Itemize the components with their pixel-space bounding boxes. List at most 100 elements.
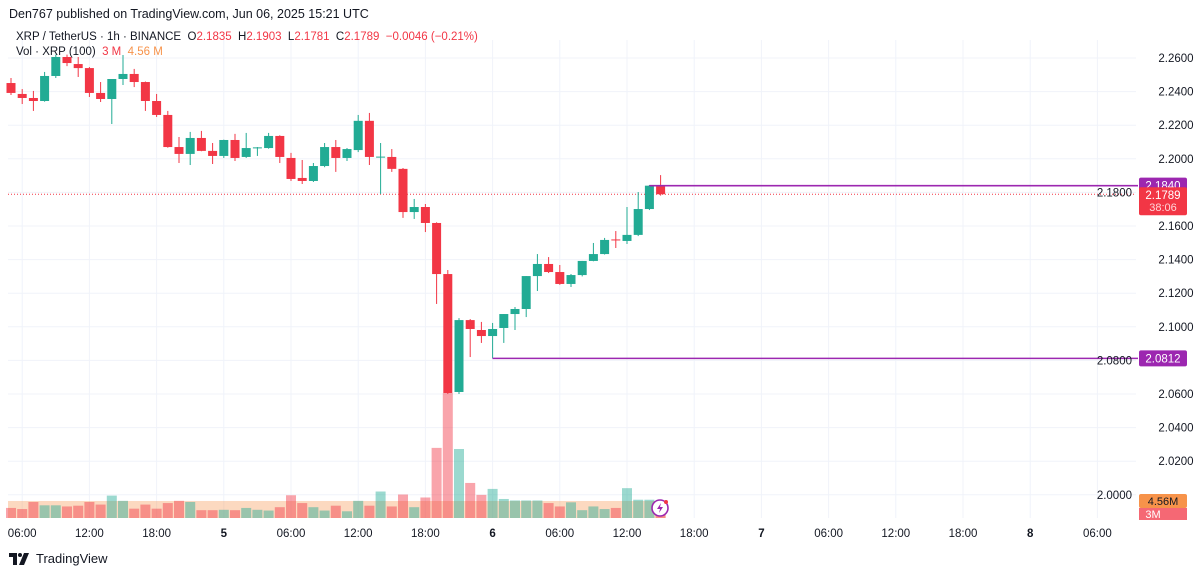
price-axis-label: 2.1600 [1158, 221, 1193, 233]
volume-bar [319, 510, 330, 518]
candle [140, 81, 150, 111]
candle [443, 270, 453, 394]
volume-bar [487, 488, 498, 518]
candle-body [96, 92, 106, 99]
candle-body [264, 135, 274, 149]
volume-bar [364, 505, 375, 518]
candle [476, 321, 486, 343]
time-axis-label: 5 [221, 528, 228, 540]
candle [185, 131, 195, 166]
candle [611, 231, 621, 249]
candle [532, 254, 542, 292]
candle-body [499, 314, 509, 328]
volume-ma-badge [1139, 493, 1187, 508]
lightning-icon[interactable] [651, 499, 669, 517]
symbol-title[interactable]: XRP / TetherUS · 1h · BINANCE [16, 31, 182, 43]
candle-body [331, 147, 341, 158]
volume-bar [622, 488, 632, 518]
candle-body [532, 263, 542, 277]
volume-bar [398, 494, 408, 518]
price-axis-label: 2.1200 [1158, 288, 1193, 300]
change-value: −0.0046 (−0.21%) [385, 31, 478, 43]
time-axis-label: 18:00 [142, 528, 171, 540]
candle-body [454, 320, 464, 392]
candle-body [196, 137, 206, 151]
candle [286, 152, 296, 181]
candle-body [6, 83, 16, 93]
candle [588, 242, 598, 262]
price-axis-label: 2.1800 [1097, 187, 1132, 199]
candle-body [286, 157, 296, 179]
candle-body [588, 254, 598, 261]
candle [465, 319, 475, 358]
time-axis-label: 06:00 [8, 528, 37, 540]
volume-bar [263, 510, 274, 518]
volume-bar [644, 499, 655, 518]
volume-bar [140, 504, 151, 518]
candle-body [219, 139, 229, 156]
candle [118, 54, 128, 86]
time-axis-label: 18:00 [680, 528, 709, 540]
candle [320, 143, 330, 168]
candle-body [656, 186, 666, 195]
candle [129, 68, 139, 88]
volume-bar [498, 498, 509, 518]
candle-body [376, 156, 386, 158]
candle-body [320, 147, 330, 167]
high-value: 2.1903 [246, 31, 282, 43]
price-axis-label: 2.0200 [1158, 456, 1193, 468]
time-axis-label: 06:00 [277, 528, 306, 540]
candle [432, 222, 442, 304]
volume-bar [532, 500, 543, 518]
volume-bar [297, 503, 308, 518]
candle-body [40, 75, 50, 102]
volume-bar [274, 507, 285, 518]
candle [454, 318, 464, 394]
candle [353, 114, 363, 153]
volume-ma-value: 4.56 M [127, 46, 163, 58]
level-price-text: 2.0812 [1145, 353, 1180, 365]
volume-bar [28, 501, 39, 518]
candle [566, 274, 576, 287]
candle-body [208, 150, 218, 156]
volume-bar [73, 505, 84, 518]
candle-body [107, 79, 117, 99]
time-axis-label: 12:00 [75, 528, 104, 540]
candle-body [521, 276, 531, 309]
candle-body [275, 135, 285, 157]
volume-bar [510, 500, 520, 518]
volume-bar [252, 509, 263, 518]
volume-bar [151, 508, 162, 518]
time-axis-label: 8 [1027, 528, 1034, 540]
volume-bar [174, 500, 184, 518]
candle-body [544, 263, 554, 273]
low-value: 2.1781 [294, 31, 330, 43]
candle-body [600, 239, 610, 255]
volume-bar [6, 507, 16, 518]
time-axis-label: 12:00 [344, 528, 373, 540]
candle [555, 264, 565, 285]
candle [510, 306, 520, 330]
volume-bar [286, 495, 296, 518]
volume-bar [442, 393, 453, 518]
candle [398, 168, 408, 218]
candle [622, 207, 632, 244]
volume-title[interactable]: Vol · XRP (100) [16, 46, 96, 58]
candle-body [476, 329, 486, 337]
candle [420, 203, 430, 233]
lightning-icon-bolt [657, 503, 663, 513]
candle [51, 54, 61, 78]
volume-bar [95, 504, 106, 518]
candle-body [566, 275, 576, 284]
low-label: L [287, 31, 295, 43]
time-axis-label: 18:00 [949, 528, 978, 540]
volume-bar [431, 447, 442, 518]
candle [252, 147, 262, 156]
volume-bar [543, 503, 554, 518]
volume-bar [218, 509, 229, 518]
volume-bar [129, 508, 140, 518]
candle [544, 257, 554, 274]
candle [409, 198, 419, 219]
time-axis-label: 6 [489, 528, 495, 540]
